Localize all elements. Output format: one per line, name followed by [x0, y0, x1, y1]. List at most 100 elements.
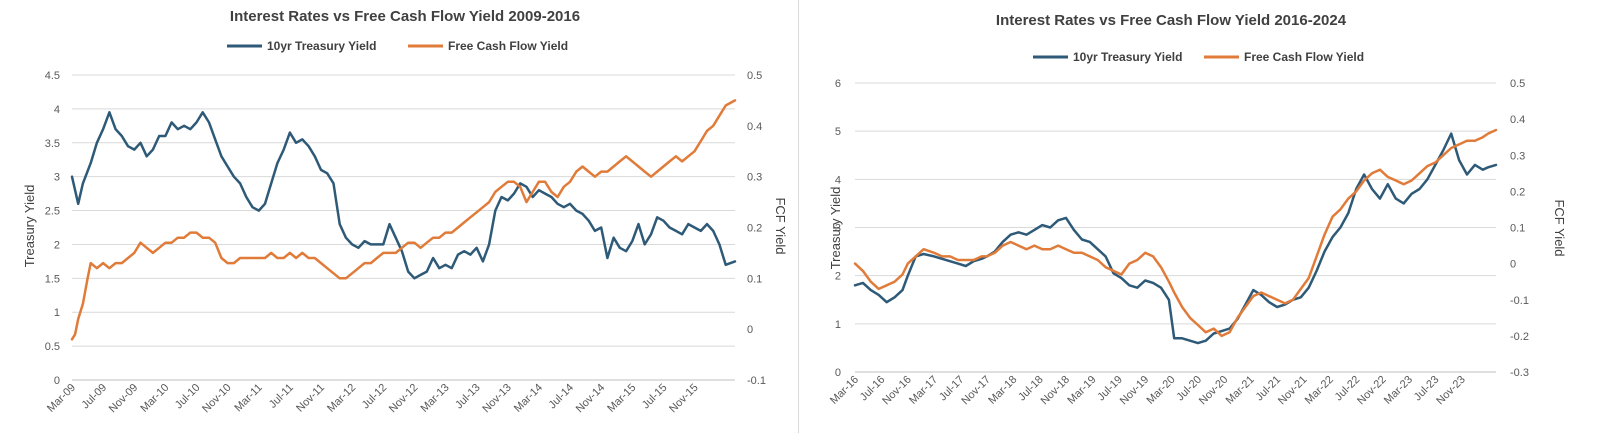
- y-tick-label: 2.5: [45, 206, 60, 218]
- y-tick-label: 1.5: [45, 273, 60, 285]
- x-tick-label: Mar-20: [1145, 374, 1178, 407]
- y-tick-label: 2: [835, 271, 841, 283]
- legend-label-fcf: Free Cash Flow Yield: [1244, 50, 1364, 64]
- legend-label-fcf: Free Cash Flow Yield: [448, 39, 568, 53]
- x-tick-label: Nov-18: [1039, 374, 1073, 408]
- x-tick-label: Jul-13: [453, 382, 483, 412]
- y-tick-label: 2: [54, 239, 60, 251]
- legend-label-treasury: 10yr Treasury Yield: [1073, 50, 1182, 64]
- x-tick-label: Nov-13: [480, 382, 514, 416]
- chart-left: Interest Rates vs Free Cash Flow Yield 2…: [0, 0, 790, 433]
- y-tick-label: 1: [835, 319, 841, 331]
- gridlines: [72, 74, 735, 381]
- x-tick-label: Nov-17: [959, 374, 993, 408]
- x-tick-label: Nov-15: [667, 382, 701, 416]
- x-tick-label: Mar-12: [325, 382, 358, 415]
- series-group: [70, 99, 737, 341]
- y2-axis-ticks: -0.3 -0.2 -0.1 0 0.1 0.2 0.3 0.4 0.5: [1510, 78, 1529, 379]
- x-tick-label: Nov-12: [387, 382, 421, 416]
- x-tick-label: Mar-17: [907, 374, 940, 407]
- x-tick-label: Jul-14: [546, 382, 576, 412]
- x-tick-label: Nov-21: [1276, 374, 1310, 408]
- gridlines: [855, 82, 1496, 373]
- x-tick-label: Jul-15: [640, 382, 670, 412]
- legend: 10yr Treasury Yield Free Cash Flow Yield: [227, 39, 568, 53]
- y2-tick-label: 0: [747, 324, 753, 336]
- y2-tick-label: 0.5: [747, 70, 762, 82]
- chart-left-svg: Interest Rates vs Free Cash Flow Yield 2…: [22, 8, 788, 416]
- y2-tick-label: 0.1: [1510, 223, 1525, 235]
- chart-right: Interest Rates vs Free Cash Flow Yield 2…: [808, 0, 1601, 433]
- y2-tick-label: 0.4: [747, 121, 762, 133]
- series-group: [853, 128, 1498, 345]
- y-tick-label: 4: [835, 174, 841, 186]
- x-tick-label: Nov-09: [107, 382, 141, 416]
- y-tick-label: 0: [835, 367, 841, 379]
- y2-axis-title: FCF Yield: [773, 197, 788, 254]
- x-tick-label: Mar-11: [232, 382, 265, 415]
- y-axis-ticks: 0 1 2 3 4 5 6: [835, 78, 841, 379]
- y2-axis-title: FCF Yield: [1552, 199, 1567, 256]
- y-tick-label: 1: [54, 307, 60, 319]
- x-tick-label: Jul-09: [80, 382, 110, 412]
- chart-title: Interest Rates vs Free Cash Flow Yield 2…: [230, 8, 580, 25]
- y2-tick-label: 0.4: [1510, 114, 1525, 126]
- y-tick-label: 3: [835, 223, 841, 235]
- y-axis-title: Treasury Yield: [22, 185, 37, 268]
- y2-tick-label: 0.2: [1510, 186, 1525, 198]
- x-tick-label: Mar-15: [605, 382, 638, 415]
- x-tick-label: Jul-12: [360, 382, 390, 412]
- y2-tick-label: -0.1: [1510, 295, 1529, 307]
- x-tick-label: Nov-23: [1434, 374, 1468, 408]
- legend-label-treasury: 10yr Treasury Yield: [267, 39, 376, 53]
- y2-tick-label: -0.2: [1510, 331, 1529, 343]
- y2-tick-label: 0.3: [1510, 150, 1525, 162]
- x-tick-label: Mar-13: [419, 382, 452, 415]
- x-tick-label: Mar-23: [1382, 374, 1415, 407]
- x-tick-label: Jul-11: [267, 382, 296, 411]
- panel-divider: [798, 0, 799, 433]
- series-line-treasury: [853, 132, 1498, 345]
- x-tick-label: Mar-18: [986, 374, 1019, 407]
- series-line-fcf: [70, 99, 737, 341]
- x-tick-label: Mar-10: [138, 382, 171, 415]
- y-tick-label: 0.5: [45, 341, 60, 353]
- x-tick-label: Nov-11: [294, 382, 327, 415]
- x-tick-label: Nov-10: [200, 382, 234, 416]
- y2-tick-label: 0.1: [747, 273, 762, 285]
- y2-tick-label: 0: [1510, 259, 1516, 271]
- y-axis-title: Treasury Yield: [828, 187, 843, 270]
- y-tick-label: 5: [835, 126, 841, 138]
- y-tick-label: 3.5: [45, 138, 60, 150]
- x-tick-label: Nov-22: [1355, 374, 1389, 408]
- y-tick-label: 6: [835, 78, 841, 90]
- x-axis-ticks: Mar-16Jul-16Nov-16Mar-17Jul-17Nov-17Mar-…: [828, 374, 1468, 408]
- x-tick-label: Mar-21: [1224, 374, 1257, 407]
- x-tick-label: Mar-22: [1303, 374, 1336, 407]
- y-tick-label: 4.5: [45, 70, 60, 82]
- y2-tick-label: 0.3: [747, 172, 762, 184]
- x-tick-label: Nov-19: [1118, 374, 1152, 408]
- legend: 10yr Treasury Yield Free Cash Flow Yield: [1033, 50, 1364, 64]
- y-tick-label: 3: [54, 172, 60, 184]
- y-axis-ticks: 0 0.5 1 1.5 2 2.5 3 3.5 4 4.5: [45, 70, 60, 387]
- x-tick-label: Nov-16: [880, 374, 914, 408]
- y2-axis-ticks: -0.1 0 0.1 0.2 0.3 0.4 0.5: [747, 70, 766, 387]
- series-line-fcf: [853, 128, 1498, 338]
- x-tick-label: Nov-14: [574, 382, 608, 416]
- chart-title: Interest Rates vs Free Cash Flow Yield 2…: [996, 12, 1347, 29]
- series-line-treasury: [70, 111, 737, 280]
- y-tick-label: 4: [54, 104, 60, 116]
- y2-tick-label: -0.1: [747, 375, 766, 387]
- x-tick-label: Nov-20: [1197, 374, 1231, 408]
- x-tick-label: Mar-16: [828, 374, 861, 407]
- x-tick-label: Mar-14: [512, 382, 545, 415]
- y2-tick-label: 0.5: [1510, 78, 1525, 90]
- x-tick-label: Mar-19: [1065, 374, 1098, 407]
- x-tick-label: Mar-09: [45, 382, 78, 415]
- y2-tick-label: 0.2: [747, 223, 762, 235]
- chart-right-svg: Interest Rates vs Free Cash Flow Yield 2…: [828, 12, 1567, 408]
- x-tick-label: Jul-10: [173, 382, 203, 412]
- y2-tick-label: -0.3: [1510, 367, 1529, 379]
